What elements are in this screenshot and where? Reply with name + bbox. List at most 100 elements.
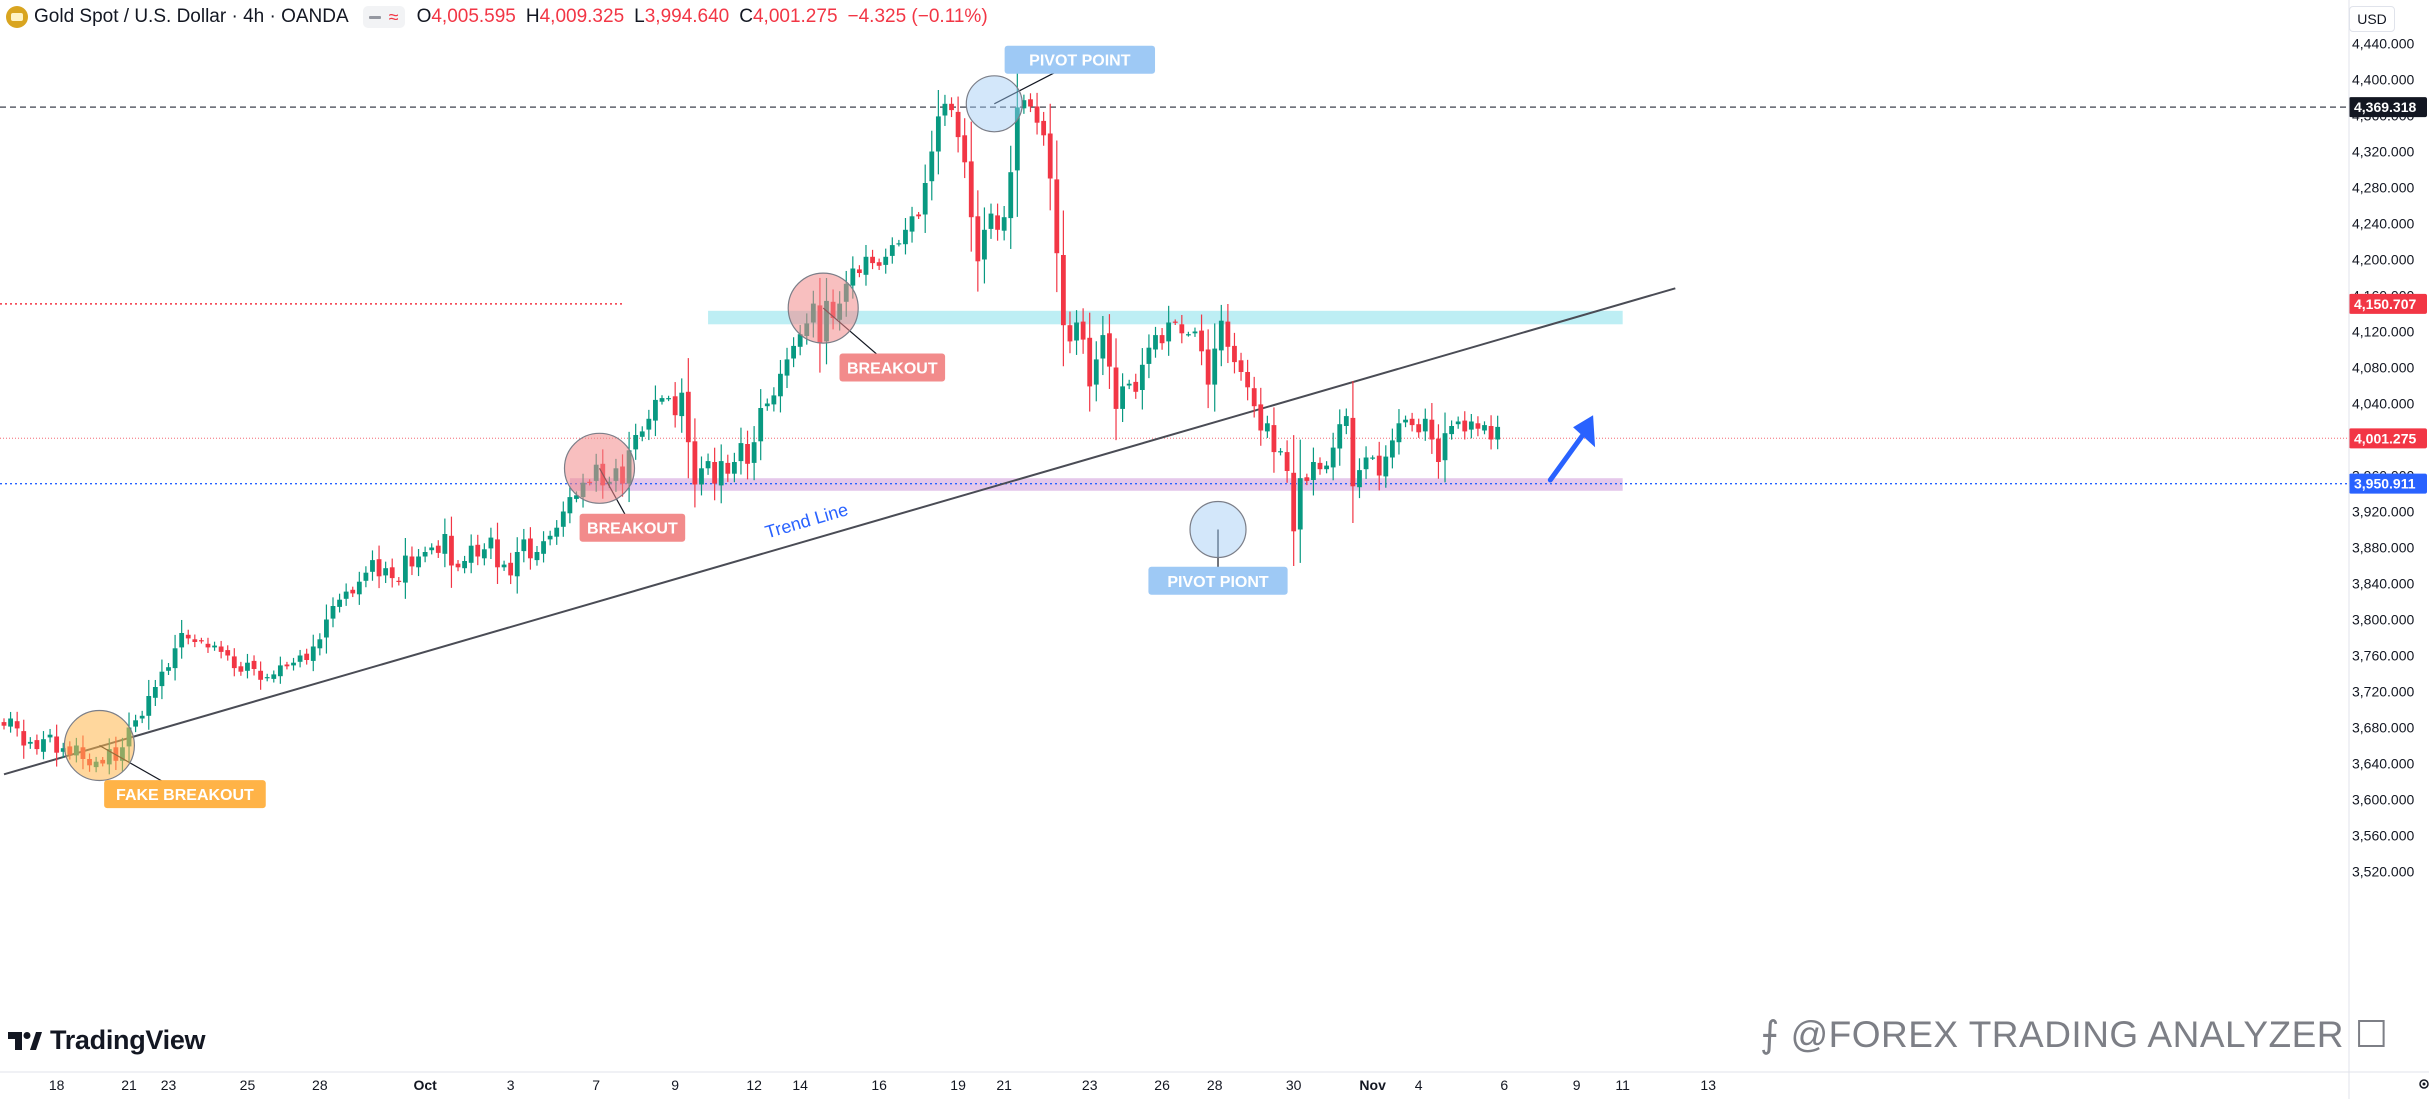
candle[interactable] [1186,331,1191,337]
candle[interactable] [1060,210,1066,367]
candle[interactable] [501,560,507,571]
candle[interactable] [975,190,981,292]
candle[interactable] [1449,420,1454,440]
candle[interactable] [1337,409,1343,466]
candle[interactable] [60,742,66,758]
annotation-blue[interactable]: PIVOT POINT [965,45,1156,133]
candle[interactable] [205,637,211,653]
candle[interactable] [343,583,349,606]
candle[interactable] [646,409,652,441]
annotation-circle[interactable] [787,272,859,344]
candle[interactable] [422,546,428,563]
candle[interactable] [699,456,704,496]
candle[interactable] [1139,348,1145,410]
candle[interactable] [1363,446,1369,479]
candle[interactable] [685,358,691,479]
candle[interactable] [1192,327,1198,337]
candle[interactable] [1429,403,1435,454]
candle[interactable] [225,645,231,661]
candle[interactable] [995,203,1000,241]
candle[interactable] [1113,338,1119,441]
candle[interactable] [133,714,138,733]
candle[interactable] [909,206,915,243]
candle[interactable] [1482,421,1487,435]
candle[interactable] [383,561,389,584]
candle[interactable] [245,653,250,679]
candle[interactable] [1238,352,1244,381]
candle[interactable] [738,427,744,475]
candle[interactable] [547,530,553,546]
candle[interactable] [1383,445,1389,488]
candle[interactable] [376,545,382,589]
annotation-circle[interactable] [63,709,136,782]
annotation-blue[interactable]: PIVOT PIONT [1148,500,1288,595]
candle[interactable] [1146,334,1152,379]
candle[interactable] [692,418,698,508]
candle[interactable] [1409,412,1415,432]
candle[interactable] [159,659,165,700]
candle[interactable] [389,558,395,588]
candle[interactable] [1311,447,1316,496]
candle[interactable] [1284,440,1290,483]
candle[interactable] [1488,415,1494,450]
candle[interactable] [962,118,968,179]
candle[interactable] [1087,312,1093,412]
candle[interactable] [416,548,421,577]
candle[interactable] [1021,94,1027,114]
candle[interactable] [1172,319,1178,326]
candle[interactable] [277,656,283,684]
candle[interactable] [330,597,336,628]
candle[interactable] [218,640,224,659]
candle[interactable] [192,634,198,648]
candle[interactable] [672,382,678,428]
candle[interactable] [764,398,770,411]
candle[interactable] [705,453,711,475]
candle[interactable] [659,395,665,405]
candle[interactable] [1166,305,1172,356]
candle[interactable] [1297,439,1303,563]
candle[interactable] [1350,381,1356,524]
candle[interactable] [1008,145,1014,249]
candle[interactable] [1317,457,1323,475]
candle[interactable] [475,534,481,566]
price-label[interactable]: 4,369.318 [2349,97,2427,118]
candle[interactable] [495,522,500,584]
candle[interactable] [968,121,974,252]
candle[interactable] [337,593,342,613]
candle[interactable] [1462,411,1468,440]
candle[interactable] [310,634,316,672]
currency-button[interactable]: USD [2349,6,2395,32]
candle[interactable] [21,719,27,759]
candle[interactable] [718,444,724,504]
candle[interactable] [1324,461,1329,474]
annotation-circle[interactable] [1189,500,1247,559]
symbol-title[interactable]: Gold Spot / U.S. Dollar · 4h · OANDA [34,6,349,27]
candle[interactable] [481,543,487,566]
candle[interactable] [363,566,369,588]
candle[interactable] [1133,373,1139,399]
candle[interactable] [1376,441,1382,491]
candle[interactable] [1291,435,1297,567]
candle[interactable] [238,661,244,676]
candle[interactable] [751,426,757,481]
candle[interactable] [1179,314,1185,344]
candle[interactable] [567,486,573,524]
candle[interactable] [1034,92,1040,135]
candle[interactable] [297,649,303,668]
candle[interactable] [758,389,764,461]
candle[interactable] [916,211,922,219]
annotation-label-box[interactable] [579,513,686,542]
candle[interactable] [1389,428,1395,469]
candle[interactable] [988,203,994,239]
resistance-zone[interactable] [708,310,1623,325]
candle[interactable] [284,661,290,670]
candle[interactable] [857,265,862,278]
candle[interactable] [883,248,889,274]
candle[interactable] [185,629,191,645]
candle[interactable] [863,244,869,286]
candle[interactable] [1100,315,1106,376]
candle[interactable] [528,527,533,570]
price-label[interactable]: 4,001.275 [2349,428,2427,449]
annotation-label-box[interactable] [104,780,266,809]
indicator-toggle[interactable]: ≈ [362,6,405,28]
